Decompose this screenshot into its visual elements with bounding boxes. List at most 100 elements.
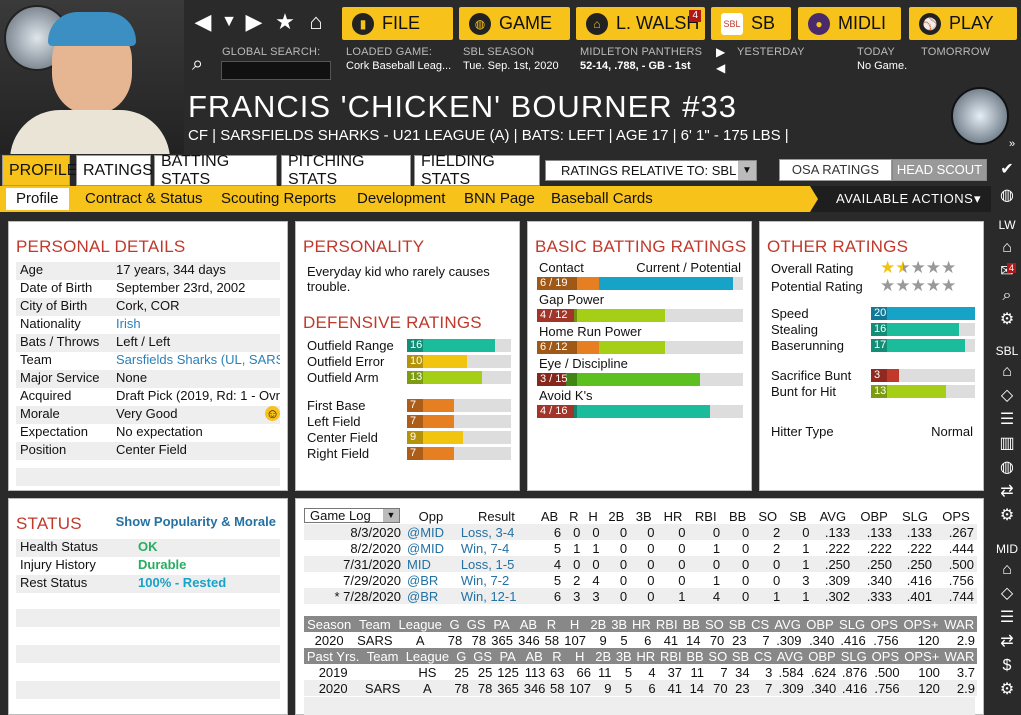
- transfer-icon[interactable]: ⇄: [1000, 483, 1014, 500]
- search-icon[interactable]: ⌕: [1002, 287, 1012, 304]
- diamond-icon[interactable]: ◇: [1000, 585, 1014, 602]
- prev-day-icon[interactable]: ◀: [716, 61, 726, 75]
- show-popularity-link[interactable]: Show Popularity & Morale: [115, 514, 276, 529]
- header-cell[interactable]: SLG: [902, 508, 929, 524]
- home-icon[interactable]: ⌂: [1002, 239, 1012, 256]
- next-day-icon[interactable]: ▶: [716, 45, 726, 59]
- header-cell[interactable]: 2B: [608, 508, 625, 524]
- other-value: 16: [874, 323, 887, 335]
- game-button[interactable]: ◍ GAME: [459, 7, 570, 40]
- home-icon[interactable]: ⌂: [1002, 363, 1012, 380]
- header-cell: H: [569, 616, 580, 632]
- header-cell[interactable]: AVG: [819, 508, 847, 524]
- gear-icon[interactable]: ⚙: [999, 507, 1015, 524]
- player-info: CF | SARSFIELDS SHARKS - U21 LEAGUE (A) …: [188, 127, 789, 144]
- table-cell: 8/3/2020: [350, 524, 401, 540]
- game-log-select[interactable]: Game Log ▼: [304, 508, 400, 523]
- table-cell[interactable]: Win, 7-4: [460, 540, 510, 556]
- table-cell: 9: [599, 632, 607, 648]
- tab-batting-stats[interactable]: BATTING STATS: [154, 153, 277, 188]
- header-cell[interactable]: SB: [789, 508, 807, 524]
- table-cell: 0: [802, 524, 810, 540]
- detail-value[interactable]: Irish: [116, 316, 141, 331]
- header-cell[interactable]: H: [588, 508, 598, 524]
- header-cell[interactable]: RBI: [694, 508, 717, 524]
- table-cell[interactable]: @BR: [407, 588, 439, 604]
- table-cell[interactable]: Win, 7-2: [460, 572, 510, 588]
- tab-fielding-stats[interactable]: FIELDING STATS: [414, 153, 540, 188]
- header-cell[interactable]: 3B: [635, 508, 652, 524]
- search-icon[interactable]: ⌕: [192, 53, 204, 75]
- header-cell[interactable]: SO: [758, 508, 778, 524]
- tab-ratings[interactable]: RATINGS: [76, 155, 153, 186]
- subtab-development[interactable]: Development: [357, 190, 446, 207]
- subtab-bnn[interactable]: BNN Page: [464, 190, 535, 207]
- dollar-icon[interactable]: $: [1002, 657, 1012, 674]
- star-icon[interactable]: ★: [275, 9, 295, 34]
- table-cell[interactable]: Win, 12-1: [460, 588, 517, 604]
- ball-icon[interactable]: ◍: [1000, 459, 1014, 476]
- header-cell[interactable]: OBP: [860, 508, 888, 524]
- subtab-contract[interactable]: Contract & Status: [85, 190, 203, 207]
- osa-ratings-button[interactable]: OSA RATINGS: [779, 159, 892, 181]
- dropdown-icon[interactable]: ▼: [221, 13, 237, 30]
- manager-button[interactable]: ⌂ L. WALSH 4: [576, 7, 705, 40]
- gear-icon[interactable]: ⚙: [999, 311, 1015, 328]
- header-cell[interactable]: Opp: [418, 508, 444, 524]
- other-label: Stealing: [771, 322, 818, 337]
- subtab-baseball-cards[interactable]: Baseball Cards: [551, 190, 653, 207]
- team-button[interactable]: ● MIDLI: [798, 7, 901, 40]
- check-icon[interactable]: ✔: [1000, 161, 1014, 178]
- globe-icon[interactable]: ◍: [1000, 187, 1014, 204]
- subtab-profile[interactable]: Profile: [6, 188, 69, 210]
- diamond-icon[interactable]: ◇: [1000, 387, 1014, 404]
- table-row: 7/31/2020 MID Loss, 1-5 4 0 0 0 0 0 0 0 0 1.250.250.…: [304, 556, 977, 572]
- table-cell: 0: [619, 572, 628, 588]
- table-cell[interactable]: MID: [407, 556, 431, 572]
- table-cell: 0: [742, 540, 750, 556]
- global-search-input[interactable]: [221, 61, 331, 80]
- league-button[interactable]: SBL SB: [711, 7, 791, 40]
- defensive-title: DEFENSIVE RATINGS: [303, 313, 482, 332]
- table-cell[interactable]: @MID: [407, 540, 445, 556]
- available-actions-button[interactable]: AVAILABLE ACTIONS ▾: [810, 186, 991, 212]
- ratings-relative-select[interactable]: RATINGS RELATIVE TO: SBL ▼: [545, 160, 757, 181]
- header-cell[interactable]: AB: [540, 508, 559, 524]
- gear-icon[interactable]: ⚙: [999, 681, 1015, 698]
- chart-icon[interactable]: ▥: [999, 435, 1015, 452]
- header-cell[interactable]: BB: [728, 508, 747, 524]
- tab-pitching-stats[interactable]: PITCHING STATS: [281, 153, 411, 188]
- header-cell[interactable]: HR: [663, 508, 683, 524]
- list-icon[interactable]: ☰: [999, 609, 1015, 626]
- detail-value[interactable]: Sarsfields Sharks (UL, SARS: [116, 352, 280, 367]
- chevron-down-icon: ▼: [383, 509, 399, 522]
- stats-header: Past Yrs. Team League G GS PA AB R H 2B 3B HR RBI BB S…: [304, 648, 977, 664]
- play-button[interactable]: ⚾ PLAY: [909, 7, 1017, 40]
- head-scout-button[interactable]: HEAD SCOUT: [892, 159, 987, 181]
- home-icon[interactable]: ⌂: [1002, 561, 1012, 578]
- header-cell[interactable]: R: [569, 508, 579, 524]
- detail-value: 17 years, 344 days: [116, 262, 226, 277]
- table-cell: 0: [742, 556, 750, 572]
- file-button[interactable]: ▮ FILE: [342, 7, 453, 40]
- play-icon: ⚾: [919, 12, 941, 35]
- table-cell[interactable]: Loss, 1-5: [460, 556, 515, 572]
- season-value: Tue. Sep. 1st, 2020: [463, 60, 559, 72]
- header-cell[interactable]: OPS: [942, 508, 970, 524]
- collapse-icon[interactable]: »: [1009, 138, 1016, 150]
- personality-text: Everyday kid who rarely causes trouble.: [307, 264, 490, 294]
- forward-icon[interactable]: ▶: [245, 9, 263, 34]
- header-cell: BB: [682, 616, 700, 632]
- table-cell[interactable]: @MID: [407, 524, 445, 540]
- tab-profile[interactable]: PROFILE: [2, 155, 77, 186]
- header-cell: CS: [753, 648, 772, 664]
- back-icon[interactable]: ◀: [194, 9, 212, 34]
- header-cell[interactable]: Result: [477, 508, 515, 524]
- home-icon[interactable]: ⌂: [309, 9, 323, 34]
- table-cell[interactable]: @BR: [407, 572, 439, 588]
- defensive-bar: 7: [407, 399, 511, 412]
- subtab-scouting[interactable]: Scouting Reports: [221, 190, 337, 207]
- list-icon[interactable]: ☰: [999, 411, 1015, 428]
- table-cell[interactable]: Loss, 3-4: [460, 524, 515, 540]
- transfer-icon[interactable]: ⇄: [1000, 633, 1014, 650]
